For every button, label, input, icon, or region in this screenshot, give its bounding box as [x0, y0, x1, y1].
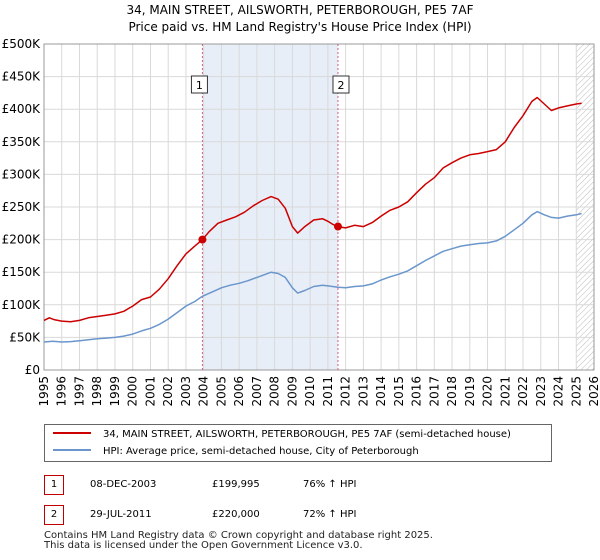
x-tick-label: 2011	[321, 376, 335, 407]
sale-date-1: 08-DEC-2003	[90, 479, 157, 490]
legend-item-hpi: HPI: Average price, semi-detached house,…	[53, 444, 419, 460]
x-tick-label: 2013	[356, 376, 370, 407]
series-line-property	[43, 96, 582, 323]
sale-marker-badge-1	[190, 75, 208, 94]
sale-point-2	[333, 222, 342, 231]
sale-hpi-1: 76% ↑ HPI	[303, 479, 357, 490]
legend-label-hpi: HPI: Average price, semi-detached house,…	[103, 446, 419, 457]
x-tick-label: 2008	[268, 376, 282, 407]
x-tick-label: 1996	[55, 376, 69, 407]
footer-line-1: Contains HM Land Registry data © Crown c…	[44, 530, 433, 541]
legend: 34, MAIN STREET, AILSWORTH, PETERBOROUGH…	[44, 424, 552, 462]
x-tick-label: 1995	[37, 376, 51, 407]
series-line-hpi	[43, 210, 582, 343]
x-tick-label: 2026	[587, 376, 600, 407]
sale-row-2: 2 29-JUL-2011 £220,000 72% ↑ HPI	[44, 505, 544, 525]
x-tick-label: 2021	[498, 376, 512, 407]
sale-marker-label-1: 1	[196, 79, 203, 92]
x-tick-label: 2015	[392, 376, 406, 407]
y-tick-label: £400K	[2, 102, 42, 116]
x-tick-label: 2023	[534, 376, 548, 407]
chart-title: 34, MAIN STREET, AILSWORTH, PETERBOROUGH…	[126, 3, 474, 17]
x-tick-label: 2001	[143, 376, 157, 407]
sale-point-1	[198, 235, 207, 244]
x-tick-label: 2007	[250, 376, 264, 407]
footer-line-2: This data is licensed under the Open Gov…	[44, 540, 363, 551]
sale-marker-badge-2	[332, 75, 350, 94]
y-tick-label: £450K	[2, 70, 42, 84]
legend-swatch-property	[53, 432, 91, 434]
y-tick-label: £250K	[2, 200, 42, 214]
y-tick-label: £500K	[2, 37, 42, 51]
y-tick-label: £350K	[2, 135, 42, 149]
sale-date-2: 29-JUL-2011	[90, 509, 152, 520]
sale-badge-2: 2	[44, 505, 64, 525]
x-tick-label: 2016	[410, 376, 424, 407]
plot-border	[43, 43, 595, 371]
x-tick-label: 2019	[463, 376, 477, 407]
sale-price-2: £220,000	[212, 509, 260, 520]
x-tick-label: 1999	[108, 376, 122, 407]
x-tick-label: 2024	[552, 376, 566, 407]
sale-hpi-2: 72% ↑ HPI	[303, 509, 357, 520]
x-tick-label: 2014	[374, 376, 388, 407]
x-tick-label: 2022	[516, 376, 530, 407]
x-tick-label: 2004	[197, 376, 211, 407]
sale-price-1: £199,995	[212, 479, 260, 490]
sale-marker-label-2: 2	[337, 79, 344, 92]
y-tick-label: £200K	[2, 233, 42, 247]
x-tick-label: 2025	[569, 376, 583, 407]
x-tick-label: 1998	[90, 376, 104, 407]
x-tick-label: 2020	[481, 376, 495, 407]
y-tick-label: £0	[25, 363, 40, 377]
x-tick-label: 2000	[126, 376, 140, 407]
footer: Contains HM Land Registry data © Crown c…	[44, 531, 433, 551]
x-tick-label: 2006	[232, 376, 246, 407]
x-tick-label: 2010	[303, 376, 317, 407]
legend-swatch-hpi	[53, 449, 91, 451]
price-chart: £0 £50K £100K £150K £200K £250K £300K £350K £400…	[2, 37, 600, 407]
x-tick-label: 2012	[339, 376, 353, 407]
y-tick-label: £50K	[9, 330, 41, 344]
sale-row-1: 1 08-DEC-2003 £199,995 76% ↑ HPI	[44, 475, 544, 495]
chart-title-block: 34, MAIN STREET, AILSWORTH, PETERBOROUGH…	[0, 2, 600, 36]
x-tick-label: 2002	[161, 376, 175, 407]
legend-item-property: 34, MAIN STREET, AILSWORTH, PETERBOROUGH…	[53, 427, 511, 443]
y-tick-label: £300K	[2, 167, 42, 181]
x-tick-label: 2009	[285, 376, 299, 407]
x-tick-label: 1997	[72, 376, 86, 407]
chart-subtitle: Price paid vs. HM Land Registry's House …	[128, 20, 472, 34]
x-tick-label: 2017	[427, 376, 441, 407]
y-tick-label: £150K	[2, 265, 42, 279]
sale-badge-1: 1	[44, 475, 64, 495]
x-tick-label: 2018	[445, 376, 459, 407]
x-tick-label: 2003	[179, 376, 193, 407]
x-tick-label: 2005	[214, 376, 228, 407]
y-tick-label: £100K	[2, 298, 42, 312]
legend-label-property: 34, MAIN STREET, AILSWORTH, PETERBOROUGH…	[103, 429, 511, 440]
